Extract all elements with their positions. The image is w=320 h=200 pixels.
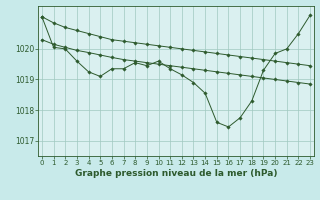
X-axis label: Graphe pression niveau de la mer (hPa): Graphe pression niveau de la mer (hPa): [75, 169, 277, 178]
